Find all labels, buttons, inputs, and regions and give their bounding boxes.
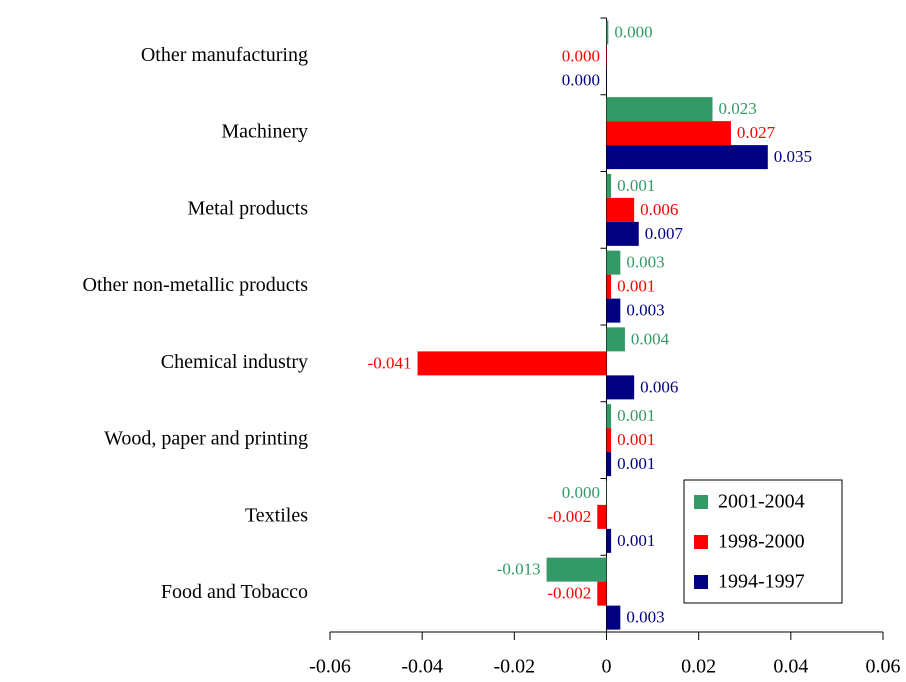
value-label: 0.003 xyxy=(626,253,664,272)
value-label: -0.013 xyxy=(497,560,541,579)
legend-swatch xyxy=(694,495,708,509)
legend-box xyxy=(683,479,843,604)
value-label: 0.001 xyxy=(617,277,655,296)
bar xyxy=(606,528,612,553)
legend-label: 1994-1997 xyxy=(718,571,805,593)
value-label: -0.002 xyxy=(547,584,591,603)
value-label: 0.001 xyxy=(617,454,655,473)
bar xyxy=(606,274,612,299)
x-tick-label: 0.02 xyxy=(681,656,716,678)
value-label: 0.001 xyxy=(617,406,655,425)
legend-swatch xyxy=(694,575,708,589)
value-label: 0.006 xyxy=(640,200,678,219)
value-label: 0.000 xyxy=(562,46,600,65)
bar xyxy=(606,428,612,453)
value-label: 0.027 xyxy=(737,123,776,142)
bar xyxy=(606,145,768,170)
value-label: 0.000 xyxy=(614,22,652,41)
value-label: 0.001 xyxy=(617,430,655,449)
value-label: 0.001 xyxy=(617,176,655,195)
value-label: 0.035 xyxy=(774,147,812,166)
category-label: Other manufacturing xyxy=(141,44,308,66)
bar xyxy=(606,197,635,222)
value-label: -0.041 xyxy=(368,353,412,372)
x-tick-label: -0.04 xyxy=(401,656,443,678)
bar xyxy=(606,404,612,429)
category-label: Metal products xyxy=(187,197,308,219)
x-tick-label: 0 xyxy=(602,656,612,678)
bar xyxy=(597,581,607,606)
category-label: Textiles xyxy=(245,504,308,526)
bar xyxy=(606,121,731,146)
legend-swatch xyxy=(694,535,708,549)
category-label: Chemical industry xyxy=(161,351,308,373)
value-label: 0.003 xyxy=(626,608,664,627)
bar xyxy=(606,605,621,630)
value-label: -0.002 xyxy=(547,507,591,526)
legend-label: 1998-2000 xyxy=(718,531,805,553)
category-label: Machinery xyxy=(221,121,308,143)
x-tick-label: 0.06 xyxy=(866,656,901,678)
category-label: Wood, paper and printing xyxy=(104,428,308,450)
value-label: 0.000 xyxy=(562,483,600,502)
bar xyxy=(417,351,607,376)
value-label: 0.023 xyxy=(718,99,756,118)
x-tick-label: -0.02 xyxy=(493,656,535,678)
legend-label: 2001-2004 xyxy=(718,491,805,513)
value-label: 0.001 xyxy=(617,531,655,550)
bar xyxy=(606,20,609,45)
x-tick-label: 0.04 xyxy=(773,656,808,678)
category-label: Food and Tobacco xyxy=(161,581,308,603)
bar xyxy=(606,97,713,122)
value-label: 0.003 xyxy=(626,301,664,320)
bar xyxy=(606,375,635,400)
bar xyxy=(606,327,625,352)
value-label: 0.004 xyxy=(631,329,670,348)
value-label: 0.006 xyxy=(640,377,678,396)
value-label: 0.007 xyxy=(645,224,684,243)
bar xyxy=(606,298,621,323)
bar xyxy=(606,250,621,275)
bar xyxy=(606,452,612,477)
x-tick-label: -0.06 xyxy=(309,656,351,678)
bar xyxy=(546,557,607,582)
bar xyxy=(597,504,607,529)
category-label: Other non-metallic products xyxy=(83,274,309,296)
value-label: 0.000 xyxy=(562,70,600,89)
bar xyxy=(606,221,639,246)
bar xyxy=(606,173,612,198)
